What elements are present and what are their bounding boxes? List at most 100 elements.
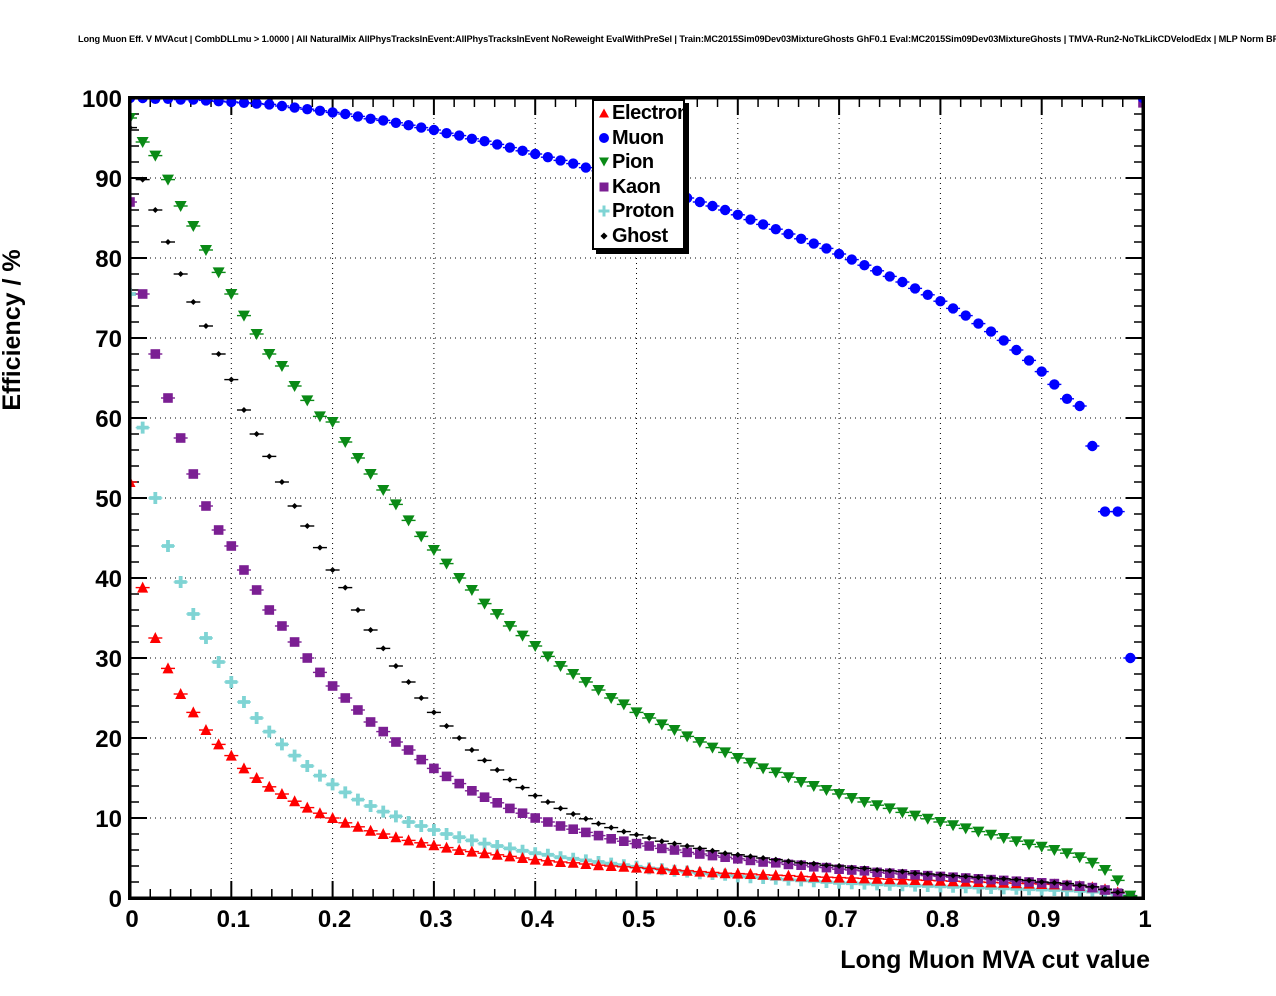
data-point	[567, 669, 580, 680]
data-point	[541, 848, 554, 861]
data-point	[365, 113, 376, 124]
y-tick-label: 50	[95, 486, 122, 513]
data-point	[339, 786, 352, 799]
data-point	[912, 870, 919, 877]
data-point	[517, 808, 528, 818]
data-point	[443, 723, 450, 729]
legend-item-label: Kaon	[612, 175, 661, 198]
data-point	[871, 872, 883, 884]
data-point	[1036, 366, 1047, 377]
data-point	[947, 820, 960, 832]
data-point	[833, 789, 846, 800]
data-point	[696, 845, 703, 852]
data-point	[541, 651, 554, 663]
marker-glyph	[599, 182, 609, 192]
data-point	[555, 821, 566, 831]
data-point	[681, 864, 693, 876]
data-point	[706, 866, 718, 878]
data-point	[557, 805, 564, 812]
data-point	[304, 523, 311, 529]
data-point	[618, 860, 630, 872]
data-point	[1051, 879, 1058, 886]
data-point	[681, 731, 694, 743]
data-point	[253, 431, 260, 437]
data-point	[1010, 882, 1023, 895]
data-point	[593, 859, 605, 871]
data-point	[646, 835, 653, 841]
data-point	[302, 653, 313, 663]
data-point	[884, 271, 895, 282]
data-point	[760, 855, 767, 861]
x-axis-title: Long Muon MVA cut value	[840, 946, 1150, 974]
data-point	[581, 827, 591, 838]
data-point	[823, 862, 830, 869]
data-point	[783, 859, 794, 870]
x-tick-label: 0.5	[621, 906, 656, 933]
data-point	[354, 607, 361, 613]
data-point	[277, 621, 287, 631]
data-point	[505, 803, 515, 814]
data-point	[380, 645, 387, 652]
data-point	[1099, 506, 1111, 517]
data-point	[161, 540, 174, 552]
data-point	[668, 864, 680, 875]
data-point	[264, 99, 275, 110]
data-point	[427, 545, 440, 556]
data-point	[1087, 440, 1098, 452]
data-point	[643, 862, 655, 874]
legend-item-label: Electron	[612, 102, 689, 125]
data-point	[807, 781, 820, 792]
marker-glyph	[599, 132, 609, 143]
legend-item-kaon: Kaon	[594, 175, 683, 200]
data-point	[530, 813, 540, 823]
data-point	[403, 745, 414, 755]
data-point	[190, 299, 197, 305]
data-point	[795, 777, 808, 788]
legend-item-pion: Pion	[594, 150, 683, 175]
data-point	[327, 681, 338, 691]
data-point	[808, 238, 819, 249]
legend-item-proton: Proton	[594, 199, 683, 224]
data-point	[517, 852, 529, 863]
data-point	[177, 271, 184, 277]
cross-marker-icon	[596, 200, 612, 222]
data-point	[1102, 886, 1109, 893]
data-point	[212, 656, 225, 668]
data-point	[188, 98, 199, 105]
series-ghost	[130, 98, 1143, 898]
data-point	[693, 737, 706, 748]
data-point	[744, 757, 757, 769]
data-point	[745, 214, 756, 225]
data-point	[175, 688, 187, 699]
data-point	[479, 847, 491, 859]
data-point	[896, 807, 909, 819]
data-point	[985, 882, 998, 894]
data-point	[947, 880, 960, 893]
data-point	[289, 795, 301, 807]
data-point	[1061, 393, 1073, 404]
data-point	[921, 880, 934, 892]
data-point	[415, 531, 428, 543]
data-point	[327, 107, 338, 118]
data-point	[1061, 884, 1074, 897]
data-point	[555, 856, 567, 867]
legend-item-label: Muon	[612, 126, 664, 149]
data-point	[225, 749, 237, 761]
data-point	[392, 663, 399, 669]
data-point	[519, 784, 526, 791]
data-point	[201, 501, 211, 511]
data-point	[164, 239, 171, 245]
data-point	[465, 585, 478, 596]
data-point	[582, 815, 589, 822]
data-point	[795, 870, 807, 882]
data-point	[199, 632, 212, 644]
x-tick-label: 0.8	[925, 906, 960, 933]
circle-marker-icon	[596, 127, 612, 149]
data-point	[606, 834, 616, 844]
data-point	[453, 844, 465, 855]
data-point	[415, 820, 428, 832]
data-point	[1089, 883, 1096, 890]
data-point	[351, 793, 364, 806]
data-point	[377, 805, 390, 818]
